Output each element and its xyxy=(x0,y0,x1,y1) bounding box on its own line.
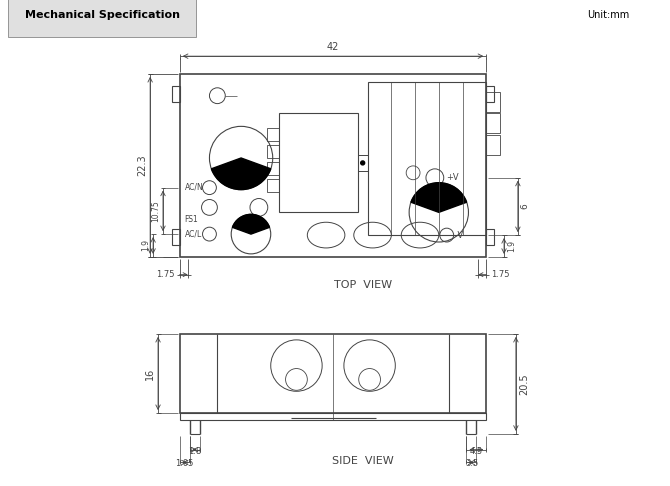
Circle shape xyxy=(360,161,364,165)
Bar xyxy=(486,114,500,133)
Wedge shape xyxy=(211,158,271,190)
Bar xyxy=(486,86,494,102)
Text: AC/L: AC/L xyxy=(185,229,202,239)
Bar xyxy=(267,128,279,141)
Bar xyxy=(486,92,500,111)
Bar xyxy=(358,155,368,171)
Bar xyxy=(172,229,180,245)
Bar xyxy=(180,413,486,420)
Wedge shape xyxy=(232,214,269,234)
Text: +V: +V xyxy=(446,173,458,182)
Bar xyxy=(486,229,494,245)
Text: 4.5: 4.5 xyxy=(470,447,483,455)
Text: 1.9: 1.9 xyxy=(141,240,150,251)
Bar xyxy=(180,74,486,257)
Text: -V: -V xyxy=(456,230,464,240)
Text: TOP  VIEW: TOP VIEW xyxy=(334,279,392,290)
Bar xyxy=(12,11,21,19)
Bar xyxy=(486,135,500,155)
Bar xyxy=(368,82,486,235)
Text: AC/N: AC/N xyxy=(185,182,204,191)
Text: FS1: FS1 xyxy=(185,215,198,224)
Text: 3.5: 3.5 xyxy=(465,459,478,469)
Bar xyxy=(267,162,279,175)
Bar xyxy=(180,334,486,413)
Text: 1.8: 1.8 xyxy=(188,447,201,455)
Text: 1.05: 1.05 xyxy=(176,459,194,469)
Text: 42: 42 xyxy=(327,42,339,52)
Text: 1.75: 1.75 xyxy=(156,270,175,279)
Bar xyxy=(279,114,358,212)
Text: 1.9: 1.9 xyxy=(507,240,516,252)
Text: 6: 6 xyxy=(521,204,530,209)
Bar xyxy=(172,86,180,102)
Text: Mechanical Specification: Mechanical Specification xyxy=(25,10,180,20)
Text: 22.3: 22.3 xyxy=(137,155,147,176)
Wedge shape xyxy=(411,183,467,212)
Text: 20.5: 20.5 xyxy=(519,373,529,395)
Text: SIDE  VIEW: SIDE VIEW xyxy=(332,456,393,467)
Bar xyxy=(267,179,279,191)
Text: 16: 16 xyxy=(145,367,155,380)
Text: Unit:mm: Unit:mm xyxy=(587,10,629,20)
Bar xyxy=(267,145,279,158)
Text: 1.75: 1.75 xyxy=(491,270,510,279)
Text: 10.75: 10.75 xyxy=(151,200,160,222)
